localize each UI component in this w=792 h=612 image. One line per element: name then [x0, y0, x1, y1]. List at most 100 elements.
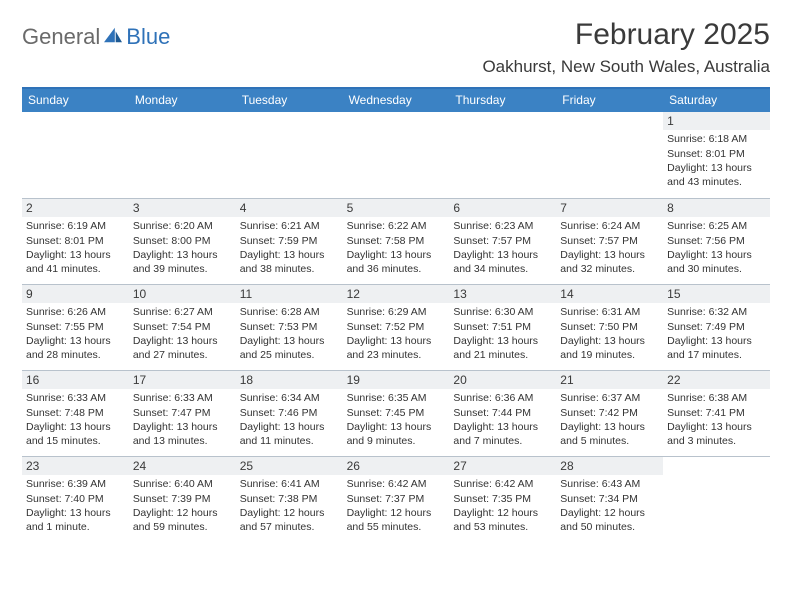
day-details: Sunrise: 6:38 AMSunset: 7:41 PMDaylight:… — [663, 389, 770, 452]
day-details: Sunrise: 6:22 AMSunset: 7:58 PMDaylight:… — [343, 217, 450, 280]
location-text: Oakhurst, New South Wales, Australia — [482, 57, 770, 77]
calendar-cell: 2Sunrise: 6:19 AMSunset: 8:01 PMDaylight… — [22, 198, 129, 284]
calendar-cell: 20Sunrise: 6:36 AMSunset: 7:44 PMDayligh… — [449, 370, 556, 456]
calendar-cell: 6Sunrise: 6:23 AMSunset: 7:57 PMDaylight… — [449, 198, 556, 284]
day-number — [129, 112, 236, 128]
weekday-header: Wednesday — [343, 89, 450, 112]
weekday-header: Thursday — [449, 89, 556, 112]
day-details: Sunrise: 6:26 AMSunset: 7:55 PMDaylight:… — [22, 303, 129, 366]
calendar-cell: 26Sunrise: 6:42 AMSunset: 7:37 PMDayligh… — [343, 456, 450, 542]
day-number — [343, 112, 450, 128]
weekday-header: Friday — [556, 89, 663, 112]
day-number: 4 — [236, 199, 343, 217]
month-title: February 2025 — [482, 18, 770, 51]
day-details: Sunrise: 6:31 AMSunset: 7:50 PMDaylight:… — [556, 303, 663, 366]
weekday-header: Monday — [129, 89, 236, 112]
day-number: 14 — [556, 285, 663, 303]
calendar-body: 1Sunrise: 6:18 AMSunset: 8:01 PMDaylight… — [22, 112, 770, 542]
day-number: 6 — [449, 199, 556, 217]
day-details: Sunrise: 6:42 AMSunset: 7:35 PMDaylight:… — [449, 475, 556, 538]
day-details: Sunrise: 6:23 AMSunset: 7:57 PMDaylight:… — [449, 217, 556, 280]
calendar-cell: 12Sunrise: 6:29 AMSunset: 7:52 PMDayligh… — [343, 284, 450, 370]
day-number: 7 — [556, 199, 663, 217]
day-details: Sunrise: 6:37 AMSunset: 7:42 PMDaylight:… — [556, 389, 663, 452]
day-number: 16 — [22, 371, 129, 389]
logo-text-blue: Blue — [126, 24, 170, 50]
weekday-header: Saturday — [663, 89, 770, 112]
calendar-cell: 1Sunrise: 6:18 AMSunset: 8:01 PMDaylight… — [663, 112, 770, 198]
calendar-cell: 13Sunrise: 6:30 AMSunset: 7:51 PMDayligh… — [449, 284, 556, 370]
day-details: Sunrise: 6:43 AMSunset: 7:34 PMDaylight:… — [556, 475, 663, 538]
day-details: Sunrise: 6:35 AMSunset: 7:45 PMDaylight:… — [343, 389, 450, 452]
logo: General Blue — [22, 18, 170, 50]
day-number: 25 — [236, 457, 343, 475]
weekday-header: Tuesday — [236, 89, 343, 112]
day-number: 24 — [129, 457, 236, 475]
day-number: 1 — [663, 112, 770, 130]
day-details: Sunrise: 6:33 AMSunset: 7:47 PMDaylight:… — [129, 389, 236, 452]
calendar-cell: 8Sunrise: 6:25 AMSunset: 7:56 PMDaylight… — [663, 198, 770, 284]
calendar-cell: 23Sunrise: 6:39 AMSunset: 7:40 PMDayligh… — [22, 456, 129, 542]
calendar-cell: 24Sunrise: 6:40 AMSunset: 7:39 PMDayligh… — [129, 456, 236, 542]
day-number: 13 — [449, 285, 556, 303]
logo-text-general: General — [22, 24, 100, 50]
day-number — [449, 112, 556, 128]
calendar-cell-blank — [556, 112, 663, 198]
day-details: Sunrise: 6:21 AMSunset: 7:59 PMDaylight:… — [236, 217, 343, 280]
calendar-cell: 22Sunrise: 6:38 AMSunset: 7:41 PMDayligh… — [663, 370, 770, 456]
day-number — [556, 112, 663, 128]
day-number: 23 — [22, 457, 129, 475]
day-number: 2 — [22, 199, 129, 217]
day-number: 5 — [343, 199, 450, 217]
day-details: Sunrise: 6:29 AMSunset: 7:52 PMDaylight:… — [343, 303, 450, 366]
calendar-cell: 3Sunrise: 6:20 AMSunset: 8:00 PMDaylight… — [129, 198, 236, 284]
calendar-cell-blank — [236, 112, 343, 198]
calendar-cell: 19Sunrise: 6:35 AMSunset: 7:45 PMDayligh… — [343, 370, 450, 456]
calendar-cell: 21Sunrise: 6:37 AMSunset: 7:42 PMDayligh… — [556, 370, 663, 456]
day-number: 27 — [449, 457, 556, 475]
calendar-cell: 5Sunrise: 6:22 AMSunset: 7:58 PMDaylight… — [343, 198, 450, 284]
calendar-cell: 27Sunrise: 6:42 AMSunset: 7:35 PMDayligh… — [449, 456, 556, 542]
day-details: Sunrise: 6:42 AMSunset: 7:37 PMDaylight:… — [343, 475, 450, 538]
calendar-cell-blank — [663, 456, 770, 542]
calendar-cell: 10Sunrise: 6:27 AMSunset: 7:54 PMDayligh… — [129, 284, 236, 370]
day-details: Sunrise: 6:28 AMSunset: 7:53 PMDaylight:… — [236, 303, 343, 366]
day-number: 11 — [236, 285, 343, 303]
day-number — [663, 457, 770, 473]
day-details: Sunrise: 6:24 AMSunset: 7:57 PMDaylight:… — [556, 217, 663, 280]
title-block: February 2025 Oakhurst, New South Wales,… — [482, 18, 770, 77]
calendar-cell: 28Sunrise: 6:43 AMSunset: 7:34 PMDayligh… — [556, 456, 663, 542]
day-number: 10 — [129, 285, 236, 303]
calendar-cell: 14Sunrise: 6:31 AMSunset: 7:50 PMDayligh… — [556, 284, 663, 370]
calendar-cell: 7Sunrise: 6:24 AMSunset: 7:57 PMDaylight… — [556, 198, 663, 284]
day-details: Sunrise: 6:32 AMSunset: 7:49 PMDaylight:… — [663, 303, 770, 366]
day-number: 18 — [236, 371, 343, 389]
day-number: 20 — [449, 371, 556, 389]
day-number: 19 — [343, 371, 450, 389]
day-number: 21 — [556, 371, 663, 389]
day-number: 8 — [663, 199, 770, 217]
header: General Blue February 2025 Oakhurst, New… — [22, 18, 770, 77]
day-details: Sunrise: 6:41 AMSunset: 7:38 PMDaylight:… — [236, 475, 343, 538]
calendar-cell: 15Sunrise: 6:32 AMSunset: 7:49 PMDayligh… — [663, 284, 770, 370]
day-number: 12 — [343, 285, 450, 303]
calendar-page: General Blue February 2025 Oakhurst, New… — [0, 0, 792, 612]
calendar-cell: 11Sunrise: 6:28 AMSunset: 7:53 PMDayligh… — [236, 284, 343, 370]
day-details: Sunrise: 6:20 AMSunset: 8:00 PMDaylight:… — [129, 217, 236, 280]
calendar-cell-blank — [22, 112, 129, 198]
day-details: Sunrise: 6:19 AMSunset: 8:01 PMDaylight:… — [22, 217, 129, 280]
calendar-cell: 4Sunrise: 6:21 AMSunset: 7:59 PMDaylight… — [236, 198, 343, 284]
calendar-cell: 17Sunrise: 6:33 AMSunset: 7:47 PMDayligh… — [129, 370, 236, 456]
day-number: 9 — [22, 285, 129, 303]
calendar-cell-blank — [449, 112, 556, 198]
day-number: 3 — [129, 199, 236, 217]
day-details: Sunrise: 6:33 AMSunset: 7:48 PMDaylight:… — [22, 389, 129, 452]
day-number: 15 — [663, 285, 770, 303]
day-details: Sunrise: 6:25 AMSunset: 7:56 PMDaylight:… — [663, 217, 770, 280]
day-number: 28 — [556, 457, 663, 475]
day-details: Sunrise: 6:36 AMSunset: 7:44 PMDaylight:… — [449, 389, 556, 452]
weekday-header-row: Sunday Monday Tuesday Wednesday Thursday… — [22, 89, 770, 112]
day-details: Sunrise: 6:40 AMSunset: 7:39 PMDaylight:… — [129, 475, 236, 538]
day-number — [22, 112, 129, 128]
calendar-cell: 18Sunrise: 6:34 AMSunset: 7:46 PMDayligh… — [236, 370, 343, 456]
